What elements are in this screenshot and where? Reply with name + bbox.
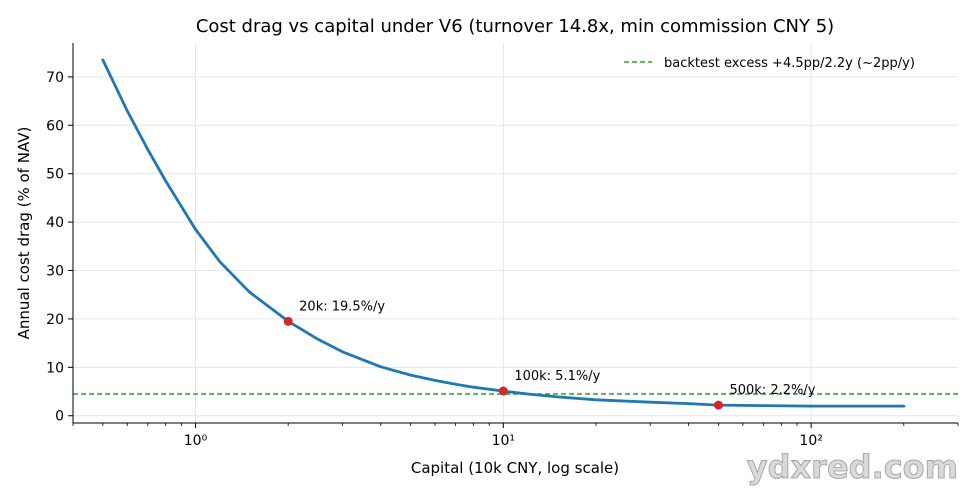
x-axis-label: Capital (10k CNY, log scale)	[411, 459, 619, 477]
y-tick-label: 70	[46, 70, 64, 86]
x-tick-label: 10²	[799, 433, 822, 449]
y-tick-label: 30	[46, 264, 64, 280]
highlight-point	[283, 316, 293, 326]
y-tick-label: 10	[46, 360, 64, 376]
legend-label: backtest excess +4.5pp/2.2y (~2pp/y)	[664, 56, 915, 71]
y-tick-label: 60	[46, 118, 64, 134]
series-group	[101, 58, 906, 408]
highlight-point	[713, 400, 723, 410]
grid	[73, 43, 958, 423]
point-annotation: 500k: 2.2%/y	[729, 383, 815, 398]
highlight-group: 20k: 19.5%/y 100k: 5.1%/y 500k: 2.2%/y	[283, 299, 816, 410]
series-line	[101, 58, 906, 408]
y-axis-ticks: 0 10 20 30 40 50 60 70	[46, 70, 73, 425]
y-tick-label: 0	[55, 409, 64, 425]
y-tick-label: 50	[46, 167, 64, 183]
legend: backtest excess +4.5pp/2.2y (~2pp/y)	[624, 56, 915, 71]
y-axis-label: Annual cost drag (% of NAV)	[15, 127, 33, 340]
y-tick-label: 40	[46, 215, 64, 231]
point-annotation: 100k: 5.1%/y	[514, 369, 600, 384]
x-axis-ticks: 10⁰ 10¹ 10²	[72, 423, 959, 449]
x-tick-label: 10¹	[492, 433, 515, 449]
watermark: ydxred.com	[747, 448, 958, 486]
point-annotation: 20k: 19.5%/y	[299, 299, 385, 314]
chart-title: Cost drag vs capital under V6 (turnover …	[196, 16, 834, 37]
highlight-point	[498, 386, 508, 396]
x-tick-label: 10⁰	[184, 433, 208, 449]
y-tick-label: 20	[46, 312, 64, 328]
